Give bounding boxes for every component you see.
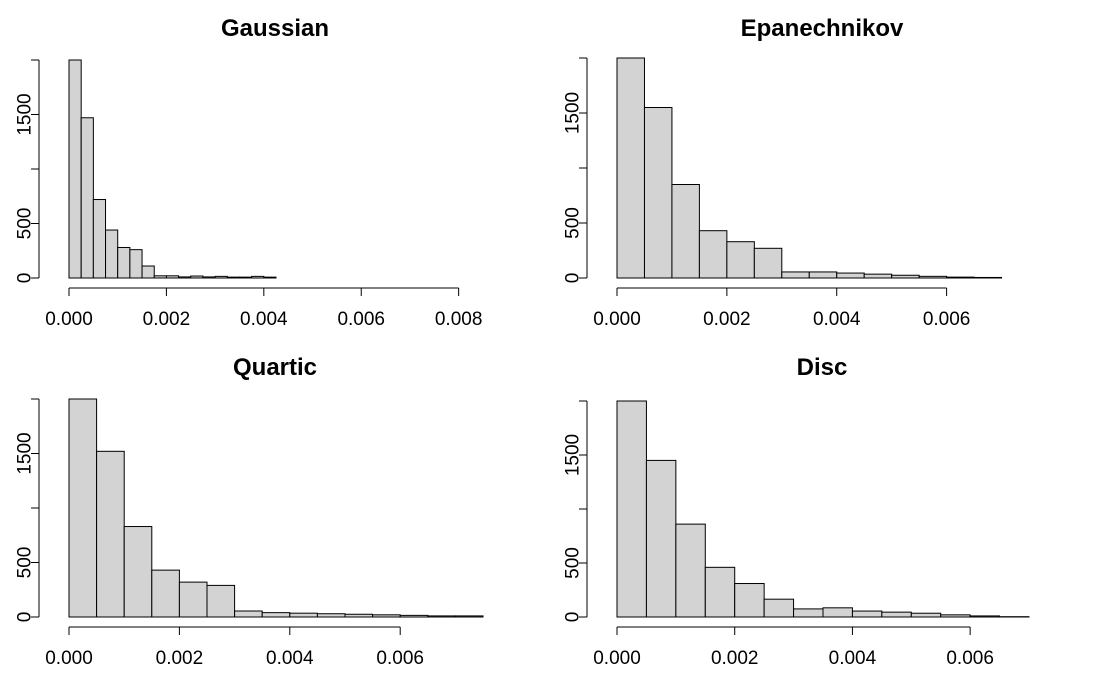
histogram-bar [165, 275, 180, 279]
histogram-bar [940, 614, 971, 618]
panel-title: Quartic [233, 354, 317, 381]
histogram-bar [808, 271, 838, 279]
histogram-bar [68, 59, 82, 279]
histogram-bar [918, 275, 948, 279]
histogram-bar [427, 615, 456, 618]
histogram-bar [251, 275, 265, 279]
x-tick-label: 0.000 [593, 648, 641, 669]
histogram-bar [763, 598, 795, 618]
histogram-bar [454, 615, 484, 618]
histogram-bar [372, 614, 401, 618]
histogram-bar [910, 612, 942, 618]
histogram-bar [675, 523, 706, 618]
y-tick-label: 500 [15, 208, 36, 240]
histogram-bar [753, 247, 783, 279]
x-tick-label: 0.000 [45, 309, 93, 330]
y-tick-label: 1500 [563, 434, 584, 476]
x-tick-label: 0.004 [266, 648, 314, 669]
histogram-bar [616, 57, 645, 279]
histogram-bar [316, 613, 346, 618]
y-tick-label: 500 [563, 547, 584, 579]
y-tick-label: 0 [15, 273, 36, 284]
panel-gaussian: Gaussian 0.000 0.002 0.004 0.006 0.008 0 500 15… [15, 15, 483, 330]
x-tick-label: 0.002 [711, 648, 759, 669]
histogram-bar [344, 613, 374, 618]
x-tick-label: 0.002 [703, 309, 751, 330]
histogram-bar [851, 610, 883, 618]
histogram-bar [234, 610, 263, 618]
histogram-bar [726, 241, 755, 279]
histogram-bar [129, 249, 143, 279]
y-tick-label: 1500 [563, 92, 584, 134]
y-tick-label: 0 [15, 612, 36, 623]
histogram-bar [946, 276, 975, 279]
x-tick-label: 0.002 [156, 648, 204, 669]
histogram-bar [973, 276, 1003, 279]
histogram-bar [261, 612, 291, 618]
histogram-bar [645, 459, 677, 618]
y-tick-label: 1500 [15, 93, 36, 135]
histogram-bar [822, 607, 853, 618]
histogram-bar [214, 275, 228, 279]
histogram-bar [96, 450, 125, 618]
histogram-bar [178, 581, 208, 618]
y-tick-label: 1500 [15, 432, 36, 474]
histogram-bar [105, 229, 119, 279]
histogram-bar [793, 608, 824, 618]
histogram-bar [704, 566, 736, 618]
histogram-bar [123, 526, 153, 618]
panel-title: Gaussian [221, 15, 329, 42]
x-tick-label: 0.000 [45, 648, 93, 669]
histogram-bar [117, 246, 131, 279]
histogram-bar [969, 615, 1001, 618]
histogram-bar [698, 230, 728, 279]
histogram-bar [80, 117, 94, 279]
x-tick-label: 0.004 [813, 309, 861, 330]
x-tick-label: 0.006 [923, 309, 971, 330]
x-tick-label: 0.002 [143, 309, 191, 330]
histogram-bar [238, 276, 253, 279]
x-tick-label: 0.006 [946, 648, 994, 669]
panel-disc: Disc 0.000 0.002 0.004 0.006 0 500 1500 [563, 354, 1030, 669]
histogram-bar [202, 276, 216, 279]
histogram-bar [153, 275, 167, 279]
panel-title: Epanechnikov [741, 15, 904, 42]
histogram-bar [643, 107, 673, 279]
histogram-bar [891, 274, 920, 279]
panel-title: Disc [797, 354, 848, 381]
histogram-bar [671, 184, 700, 279]
histogram-bar [141, 265, 155, 279]
histogram-bar [263, 276, 277, 279]
histogram-bar [734, 583, 765, 618]
x-tick-label: 0.006 [337, 309, 385, 330]
y-tick-label: 0 [563, 612, 584, 623]
x-tick-label: 0.004 [240, 309, 288, 330]
histogram-bar [68, 398, 98, 618]
histogram-bar [92, 199, 107, 279]
histogram-bar [289, 612, 318, 618]
y-tick-label: 0 [563, 273, 584, 284]
panel-epanechnikov: Epanechnikov 0.000 0.002 0.004 0.006 0 500 150… [563, 15, 1003, 330]
panel-quartic: Quartic 0.000 0.002 0.004 0.006 0 500 1500 [15, 354, 484, 669]
x-tick-label: 0.000 [593, 309, 641, 330]
histogram-bar [151, 569, 180, 618]
x-tick-label: 0.006 [376, 648, 424, 669]
y-tick-label: 500 [15, 547, 36, 579]
x-tick-label: 0.004 [829, 648, 877, 669]
histogram-bar [881, 611, 912, 618]
histogram-bar [616, 400, 647, 618]
histogram-bar [206, 584, 236, 618]
histogram-bar [836, 272, 865, 279]
x-tick-label: 0.008 [435, 309, 483, 330]
histogram-bar [399, 614, 429, 618]
histogram-bar [226, 276, 240, 279]
histogram-bar [781, 271, 810, 279]
histogram-bar [190, 275, 204, 279]
y-tick-label: 500 [563, 207, 584, 239]
histogram-bar [178, 276, 192, 279]
histogram-bar [863, 273, 893, 279]
